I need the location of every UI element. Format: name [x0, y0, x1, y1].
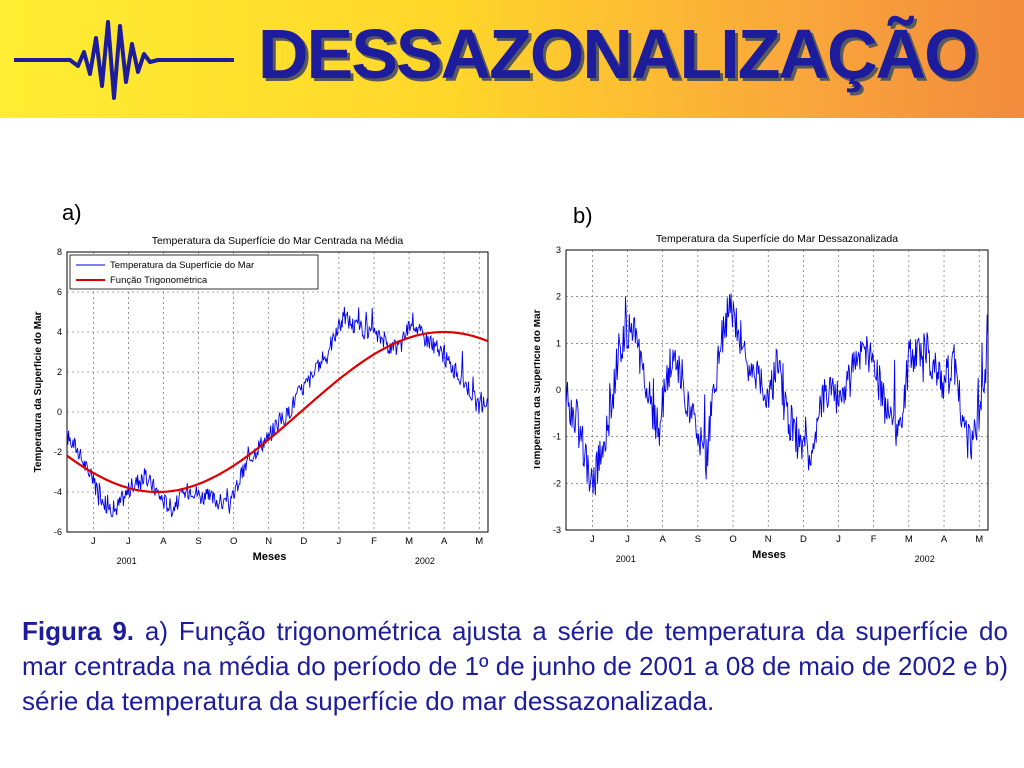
x-tick-label: O — [729, 534, 736, 545]
y-tick-label: 2 — [556, 292, 561, 302]
x-tick-label: O — [230, 536, 237, 547]
year-label: 2001 — [117, 556, 137, 566]
figure-caption: Figura 9. a) Função trigonométrica ajust… — [22, 614, 1008, 719]
x-tick-label: S — [695, 534, 701, 545]
x-tick-label: A — [441, 536, 448, 547]
chart-title: Temperatura da Superfície do Mar Dessazo… — [656, 233, 898, 245]
y-tick-label: 8 — [57, 247, 62, 257]
y-tick-label: 6 — [57, 287, 62, 297]
y-tick-label: -1 — [553, 432, 561, 442]
chart-legend: Temperatura da Superfície do Mar Função T… — [69, 254, 319, 290]
y-tick-label: -3 — [553, 525, 561, 535]
x-tick-label: J — [836, 534, 841, 545]
legend-label-sst: Temperatura da Superfície do Mar — [110, 260, 254, 271]
x-tick-label: A — [160, 536, 167, 547]
chart-b: Temperatura da Superfície do Mar Dessazo… — [534, 233, 989, 564]
caption-text: a) Função trigonométrica ajusta a série … — [22, 616, 1008, 716]
x-tick-label: M — [905, 534, 913, 545]
y-tick-label: 1 — [556, 338, 561, 348]
y-tick-label: -2 — [553, 478, 561, 488]
y-tick-label: -6 — [54, 527, 62, 537]
x-tick-label: J — [337, 536, 342, 547]
year-label: 2002 — [915, 554, 935, 564]
y-axis-title: Temperatura da Superfície do Mar — [534, 309, 543, 470]
year-label: 2002 — [415, 556, 435, 566]
y-tick-label: 3 — [556, 245, 561, 255]
y-tick-label: 2 — [57, 367, 62, 377]
y-tick-label: 0 — [556, 385, 561, 395]
x-tick-label: A — [660, 534, 667, 545]
title-banner: DESSAZONALIZAÇÃO — [0, 0, 1024, 118]
sst-series-line — [66, 306, 489, 518]
x-tick-label: J — [91, 536, 96, 547]
x-tick-label: F — [371, 536, 377, 547]
waveform-logo-icon — [14, 20, 234, 100]
panel-label-a: a) — [62, 200, 82, 225]
x-tick-label: D — [800, 534, 807, 545]
y-tick-label: -2 — [54, 447, 62, 457]
x-tick-label: F — [871, 534, 877, 545]
y-tick-label: 4 — [57, 327, 62, 337]
x-tick-label: S — [195, 536, 201, 547]
x-axis-title: Meses — [752, 549, 786, 561]
slide-title: DESSAZONALIZAÇÃO — [258, 15, 979, 93]
y-tick-label: 0 — [57, 407, 62, 417]
x-tick-label: J — [625, 534, 630, 545]
legend-box — [69, 254, 319, 290]
plot-frame — [66, 251, 489, 533]
x-axis-title: Meses — [253, 551, 287, 563]
x-tick-label: M — [975, 534, 983, 545]
year-label: 2001 — [616, 554, 636, 564]
panel-label-b: b) — [573, 203, 593, 228]
x-tick-label: J — [126, 536, 131, 547]
deseasonalized-series-line — [565, 293, 989, 496]
caption-label: Figura 9. — [22, 616, 134, 646]
x-tick-label: A — [941, 534, 948, 545]
legend-label-fit: Função Trigonométrica — [110, 275, 208, 286]
x-tick-label: N — [265, 536, 272, 547]
x-tick-label: M — [405, 536, 413, 547]
x-tick-label: J — [590, 534, 595, 545]
chart-a: Temperatura da Superfície do Mar Centrad… — [34, 235, 489, 566]
x-tick-label: D — [300, 536, 307, 547]
y-axis-title: Temperatura da Superfície do Mar — [34, 311, 44, 472]
trig-fit-line — [66, 330, 489, 494]
x-tick-label: N — [765, 534, 772, 545]
y-tick-label: -4 — [54, 487, 62, 497]
x-tick-label: M — [475, 536, 483, 547]
chart-title: Temperatura da Superfície do Mar Centrad… — [152, 235, 404, 247]
